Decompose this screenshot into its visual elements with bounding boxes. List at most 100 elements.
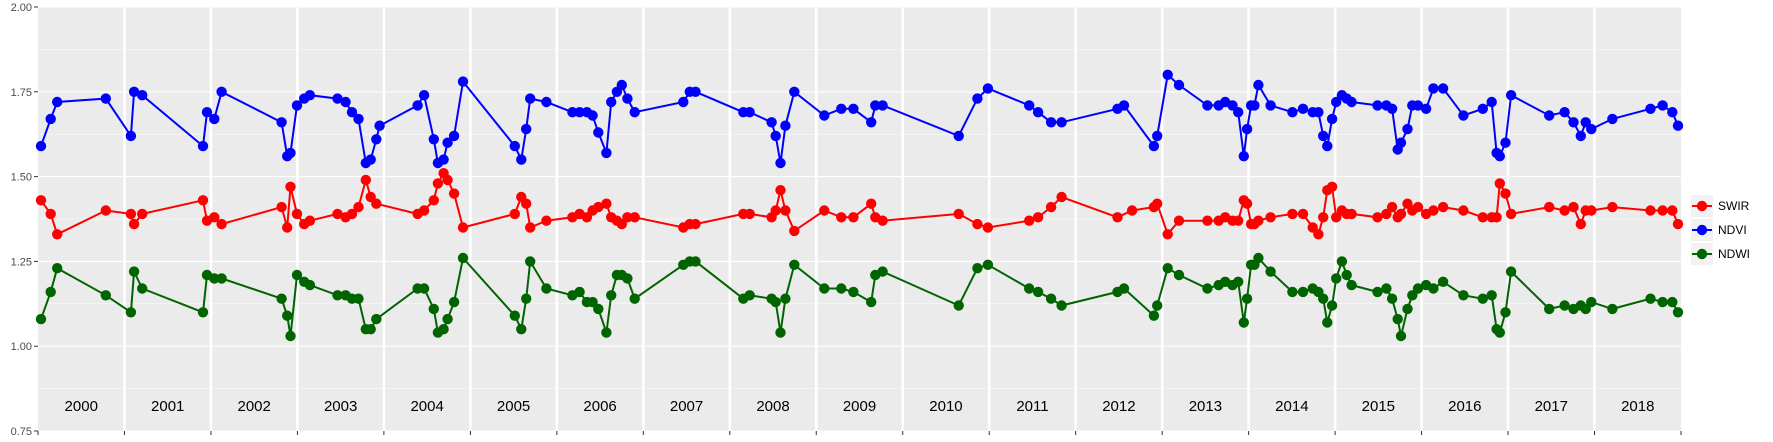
data-point-swir: [282, 222, 293, 233]
data-point-swir: [1568, 201, 1579, 213]
data-point-ndwi: [216, 273, 227, 284]
data-point-swir: [1045, 201, 1057, 213]
y-axis: 0.75 1.00 1.25 1.50 1.75 2.00: [11, 2, 38, 438]
data-point-ndwi: [1056, 300, 1067, 311]
data-point-ndvi: [541, 96, 552, 108]
data-point-swir: [209, 212, 220, 223]
data-point-swir: [1544, 201, 1555, 213]
data-point-swir: [35, 195, 47, 206]
data-point-ndvi: [836, 103, 847, 115]
data-point-ndvi: [353, 113, 364, 125]
data-point-ndwi: [877, 266, 888, 277]
data-point-ndwi: [775, 327, 786, 338]
data-point-ndwi: [45, 286, 56, 298]
data-point-ndwi: [1395, 330, 1407, 342]
data-point-ndwi: [1253, 252, 1264, 264]
y-tick-label: 1.25: [11, 256, 32, 268]
data-point-swir: [216, 218, 227, 230]
data-point-ndwi: [291, 269, 303, 281]
data-point-ndwi: [690, 256, 701, 267]
data-point-ndvi: [1505, 90, 1517, 101]
legend-key-point: [1696, 248, 1708, 260]
data-point-ndvi: [601, 147, 612, 159]
year-label: 2007: [670, 398, 703, 415]
data-point-ndwi: [52, 263, 63, 274]
data-point-swir: [1152, 198, 1163, 209]
data-point-ndvi: [770, 130, 781, 142]
data-point-ndvi: [1118, 100, 1130, 111]
y-tick-label: 2.00: [11, 2, 32, 14]
data-point-ndwi: [1607, 303, 1618, 315]
data-point-swir: [1126, 205, 1138, 216]
data-point-ndvi: [1437, 83, 1449, 94]
data-point-swir: [1437, 201, 1449, 213]
data-point-ndwi: [1297, 286, 1309, 298]
data-point-ndvi: [457, 76, 469, 87]
data-point-ndvi: [346, 107, 358, 118]
data-point-swir: [1477, 212, 1489, 223]
year-label: 2002: [237, 398, 270, 415]
data-point-ndvi: [1297, 103, 1309, 115]
year-label: 2000: [65, 398, 98, 415]
data-point-ndvi: [1032, 107, 1044, 118]
data-point-swir: [457, 222, 469, 233]
data-point-ndwi: [789, 259, 800, 270]
data-point-ndvi: [45, 113, 56, 125]
data-point-swir: [541, 215, 552, 226]
data-point-ndwi: [209, 273, 220, 284]
data-point-swir: [1386, 201, 1398, 213]
data-point-ndwi: [1494, 327, 1506, 338]
data-point-ndwi: [448, 296, 460, 308]
data-point-swir: [1575, 218, 1587, 230]
data-point-ndwi: [125, 307, 137, 318]
data-point-ndvi: [1162, 69, 1173, 81]
data-point-swir: [1233, 215, 1244, 226]
data-point-ndwi: [1322, 317, 1333, 328]
data-point-ndvi: [1672, 120, 1684, 131]
data-point-ndvi: [125, 130, 137, 142]
data-point-ndvi: [567, 107, 578, 118]
data-point-swir: [1412, 201, 1424, 213]
data-point-ndvi: [1227, 100, 1238, 111]
data-point-swir: [819, 205, 830, 216]
data-point-ndwi: [622, 273, 633, 284]
year-label: 2006: [583, 398, 616, 415]
data-point-swir: [1307, 222, 1318, 233]
data-point-ndwi: [593, 303, 604, 315]
data-point-ndvi: [304, 90, 316, 101]
data-point-ndwi: [365, 324, 376, 335]
data-point-ndwi: [1657, 296, 1668, 308]
data-point-ndwi: [587, 296, 598, 308]
y-tick-label: 1.50: [11, 172, 32, 184]
data-point-swir: [432, 178, 444, 189]
data-point-swir: [622, 212, 633, 223]
data-point-ndwi: [1265, 266, 1276, 277]
data-point-ndwi: [1118, 283, 1130, 294]
data-point-ndwi: [1392, 313, 1403, 325]
data-point-swir: [52, 229, 63, 240]
data-point-ndwi: [780, 293, 791, 304]
data-point-swir: [1491, 212, 1502, 223]
y-tick-label: 1.75: [11, 87, 32, 99]
data-point-ndwi: [1458, 290, 1469, 301]
data-point-ndvi: [374, 120, 385, 131]
data-point-swir: [972, 218, 983, 230]
data-point-ndwi: [438, 324, 449, 335]
data-point-ndwi: [836, 283, 847, 294]
data-point-ndwi: [418, 283, 430, 294]
year-label: 2013: [1189, 398, 1222, 415]
data-point-ndvi: [340, 96, 351, 108]
data-point-ndvi: [744, 107, 755, 118]
data-point-ndwi: [866, 296, 877, 308]
year-label: 2009: [843, 398, 876, 415]
data-point-ndwi: [1287, 286, 1298, 298]
data-point-ndvi: [1395, 137, 1407, 148]
legend: SWIR NDVI NDWI: [1691, 195, 1750, 265]
data-point-ndvi: [690, 86, 701, 98]
data-point-swir: [1162, 229, 1173, 240]
data-point-swir: [448, 188, 460, 199]
data-point-ndvi: [276, 117, 287, 128]
data-point-ndvi: [574, 107, 585, 118]
data-point-swir: [629, 212, 640, 223]
data-point-ndvi: [137, 90, 148, 101]
